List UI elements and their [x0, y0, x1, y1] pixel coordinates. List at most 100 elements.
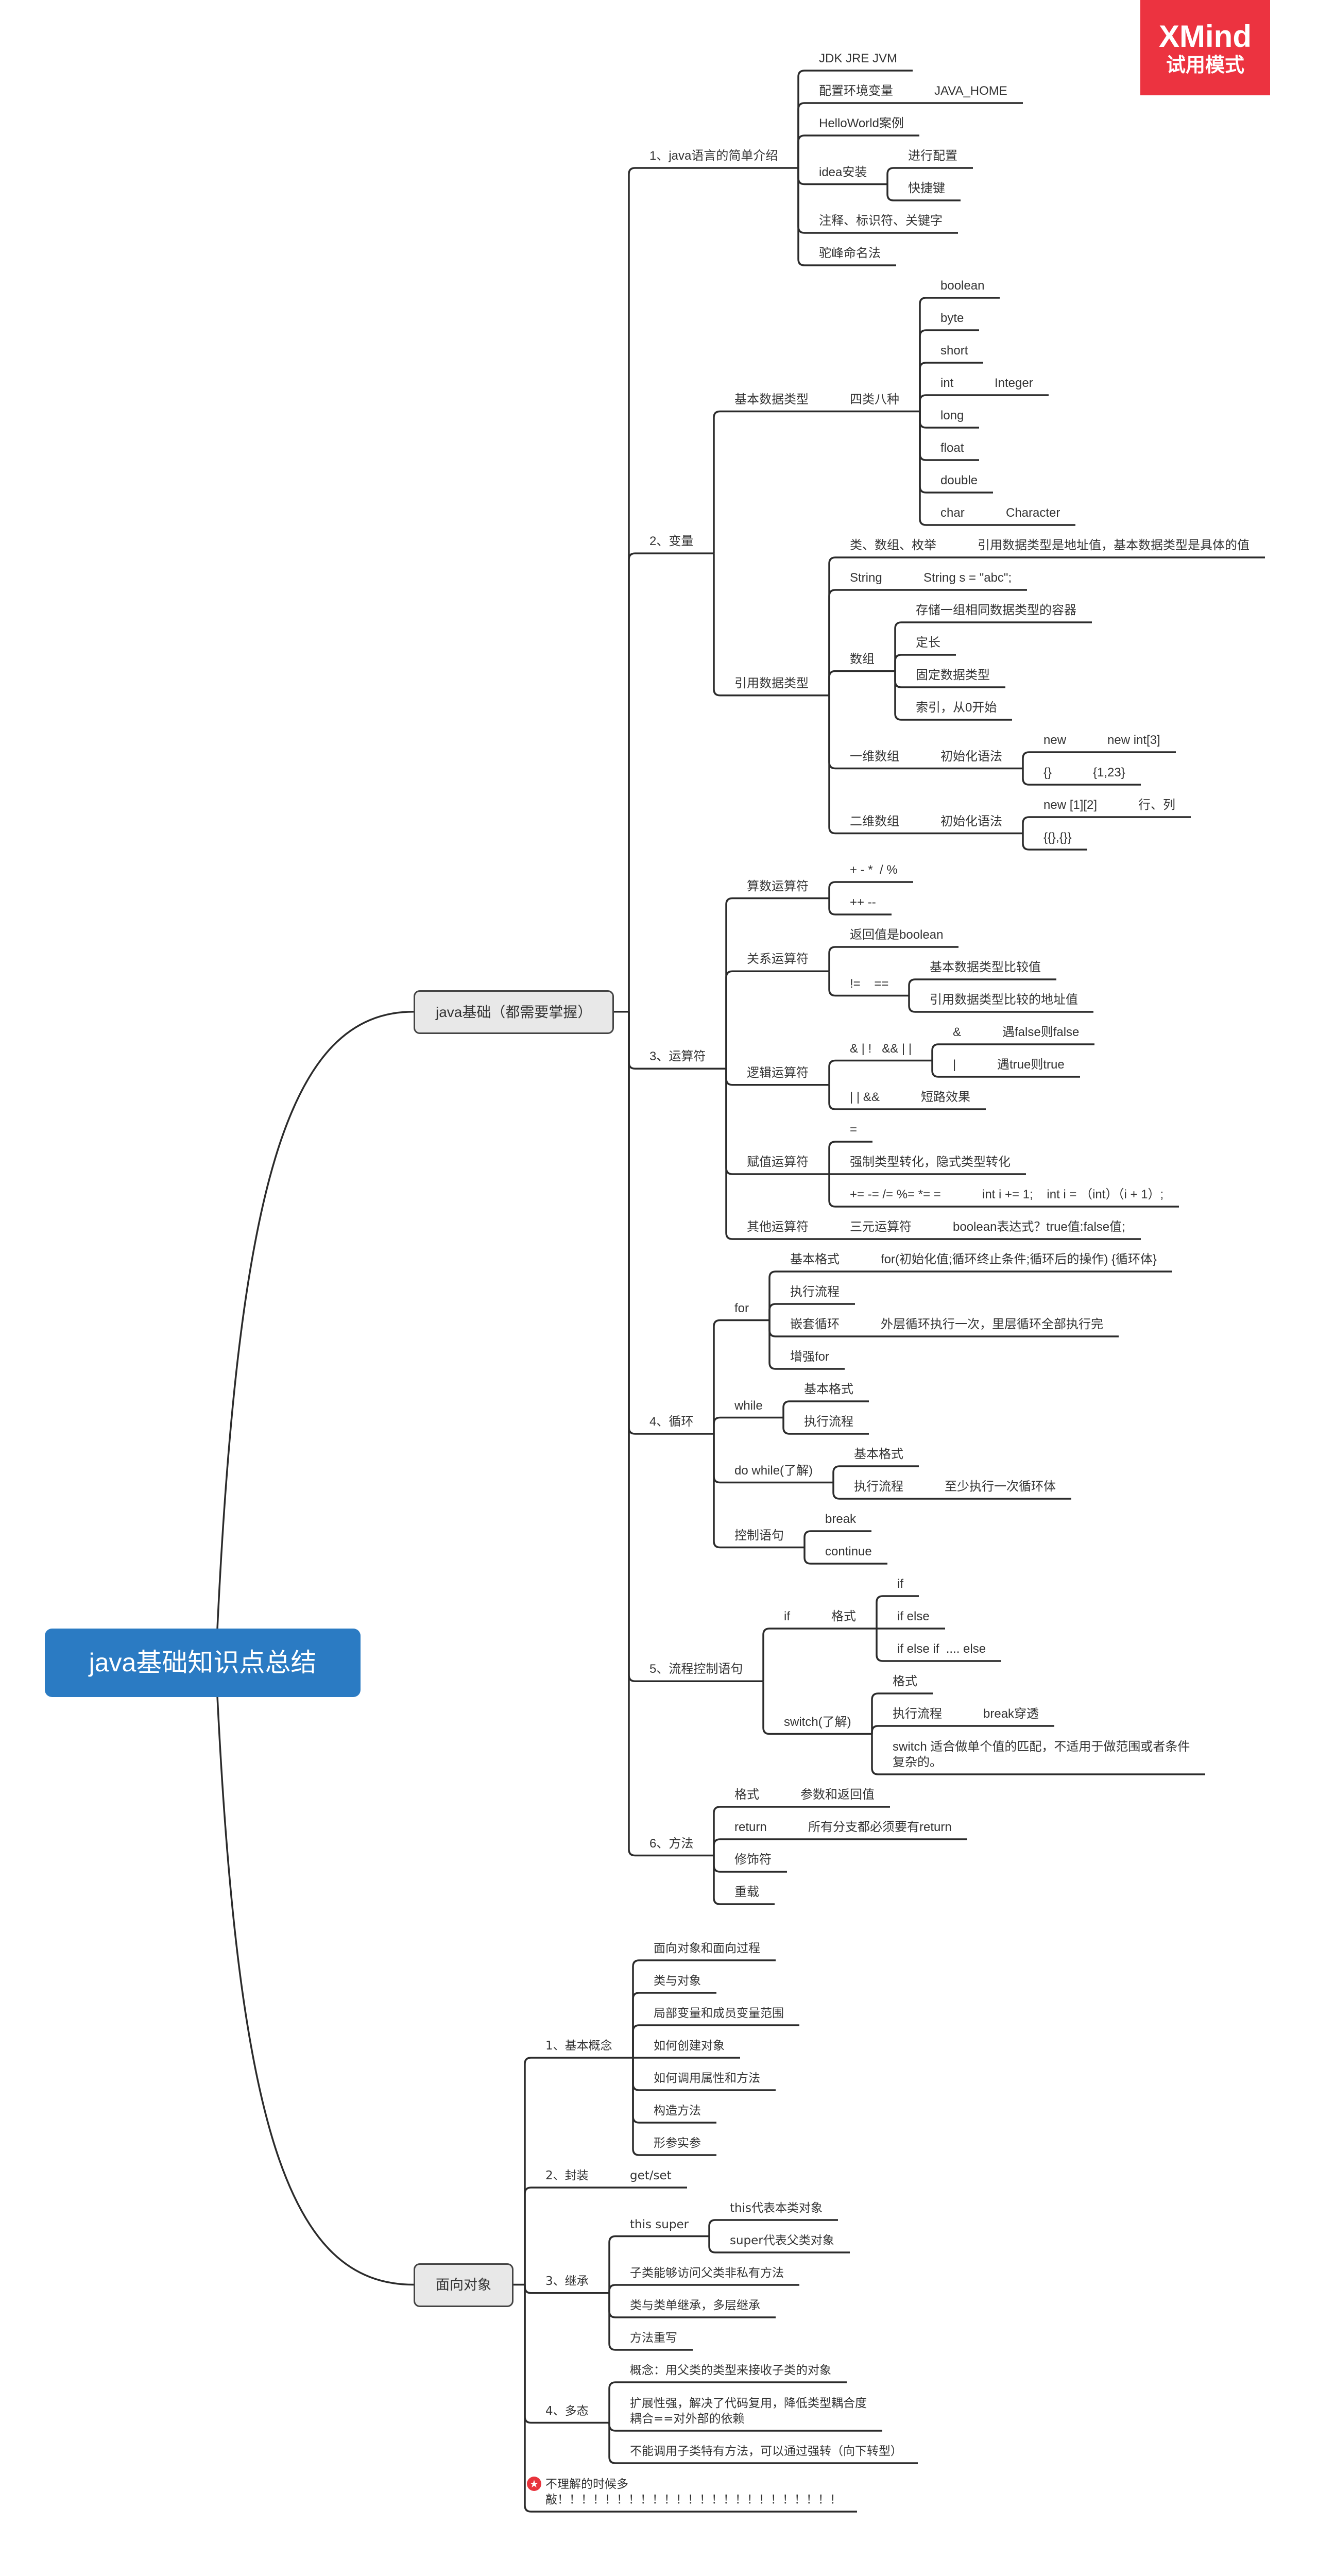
mindmap-topic[interactable]: JAVA_HOME — [934, 83, 1007, 99]
mindmap-topic[interactable]: 引用数据类型 — [734, 676, 809, 691]
mindmap-topic[interactable]: 引用数据类型比较的地址值 — [930, 992, 1078, 1008]
mindmap-topic[interactable]: 所有分支都必须要有return — [808, 1820, 952, 1835]
mindmap-topic[interactable]: continue — [825, 1544, 872, 1560]
mindmap-topic[interactable]: 扩展性强，解决了代码复用，降低类型耦合度 耦合==对外部的依赖 — [630, 2396, 867, 2427]
mindmap-topic[interactable]: if else if .... else — [897, 1641, 986, 1657]
mindmap-topic[interactable]: 初始化语法 — [940, 749, 1002, 765]
mindmap-topic[interactable]: 行、列 — [1138, 798, 1175, 813]
mindmap-topic[interactable]: String — [850, 570, 882, 586]
mindmap-topic[interactable]: 增强for — [790, 1349, 829, 1365]
mindmap-topic[interactable]: 逻辑运算符 — [747, 1065, 809, 1081]
mindmap-topic[interactable]: 1、基本概念 — [545, 2038, 612, 2054]
mindmap-topic[interactable]: 固定数据类型 — [916, 668, 990, 683]
mindmap-topic[interactable]: while — [734, 1398, 763, 1414]
mindmap-topic[interactable]: double — [940, 473, 978, 488]
mindmap-topic[interactable]: if — [784, 1609, 790, 1624]
mindmap-topic[interactable]: 赋值运算符 — [747, 1155, 809, 1170]
mindmap-topic[interactable]: 格式 — [831, 1609, 856, 1624]
mindmap-topic[interactable]: 执行流程 — [790, 1284, 840, 1300]
mindmap-topic[interactable]: long — [940, 408, 964, 423]
mindmap-topic[interactable]: short — [940, 343, 968, 359]
mindmap-topic[interactable]: new — [1043, 733, 1066, 748]
mindmap-topic[interactable]: 短路效果 — [921, 1090, 970, 1105]
central-topic[interactable]: java基础知识点总结 — [45, 1629, 361, 1697]
mindmap-topic[interactable]: 其他运算符 — [747, 1219, 809, 1235]
mindmap-topic[interactable]: | — [953, 1057, 956, 1073]
mindmap-topic[interactable]: 驼峰命名法 — [819, 246, 881, 261]
mindmap-topic[interactable]: 如何调用属性和方法 — [654, 2071, 760, 2086]
mindmap-topic[interactable]: this super — [630, 2217, 689, 2232]
main-topic[interactable]: java基础（都需要掌握） — [414, 990, 614, 1034]
mindmap-topic[interactable]: 如何创建对象 — [654, 2038, 725, 2054]
mindmap-topic[interactable]: 返回值是boolean — [850, 927, 943, 943]
mindmap-topic[interactable]: for — [734, 1301, 749, 1316]
mindmap-topic[interactable]: new int[3] — [1107, 733, 1160, 748]
mindmap-topic[interactable]: 遇true则true — [997, 1057, 1065, 1073]
mindmap-topic[interactable]: 重载 — [734, 1885, 759, 1900]
mindmap-topic[interactable]: 2、封装 — [545, 2168, 589, 2183]
mindmap-topic[interactable]: 概念：用父类的类型来接收子类的对象 — [630, 2363, 831, 2378]
mindmap-topic[interactable]: Integer — [995, 376, 1033, 391]
mindmap-topic[interactable]: break穿透 — [983, 1706, 1039, 1722]
mindmap-topic[interactable]: do while(了解) — [734, 1463, 813, 1479]
mindmap-topic[interactable]: 数组 — [850, 652, 875, 667]
mindmap-topic[interactable]: 基本格式 — [804, 1382, 853, 1397]
mindmap-topic[interactable]: 4、循环 — [649, 1414, 693, 1430]
mindmap-topic[interactable]: 引用数据类型是地址值，基本数据类型是具体的值 — [978, 538, 1249, 553]
mindmap-topic[interactable]: if else — [897, 1609, 930, 1624]
mindmap-topic[interactable]: for(初始化值;循环终止条件;循环后的操作) {循环体} — [881, 1252, 1157, 1267]
mindmap-topic[interactable]: 遇false则false — [1002, 1025, 1079, 1040]
mindmap-topic[interactable]: != == — [850, 976, 888, 992]
mindmap-topic[interactable]: 一维数组 — [850, 749, 899, 765]
mindmap-topic[interactable]: {1,23} — [1093, 765, 1125, 781]
mindmap-topic[interactable]: 初始化语法 — [940, 814, 1002, 829]
mindmap-topic[interactable]: int i += 1; int i = （int）（i + 1）; — [982, 1187, 1163, 1202]
mindmap-topic[interactable]: String s = "abc"; — [923, 570, 1012, 586]
mindmap-topic[interactable]: 基本格式 — [854, 1447, 903, 1462]
mindmap-topic[interactable]: = — [850, 1122, 857, 1138]
mindmap-topic[interactable]: 子类能够访问父类非私有方法 — [630, 2265, 784, 2281]
mindmap-topic[interactable]: boolean — [940, 278, 984, 294]
mindmap-topic[interactable]: return — [734, 1820, 767, 1835]
mindmap-topic[interactable]: 进行配置 — [908, 148, 957, 164]
mindmap-topic[interactable]: Character — [1006, 505, 1060, 521]
mindmap-topic[interactable]: 基本数据类型 — [734, 392, 809, 408]
mindmap-topic[interactable]: 构造方法 — [654, 2103, 701, 2119]
mindmap-topic[interactable]: new [1][2] — [1043, 798, 1097, 813]
mindmap-topic[interactable]: 3、运算符 — [649, 1049, 706, 1064]
mindmap-topic[interactable]: boolean表达式？true值:false值; — [953, 1219, 1125, 1235]
mindmap-topic[interactable]: 格式 — [734, 1787, 759, 1803]
mindmap-topic[interactable]: 5、流程控制语句 — [649, 1662, 743, 1677]
mindmap-topic[interactable]: 嵌套循环 — [790, 1317, 840, 1332]
mindmap-topic[interactable]: & — [953, 1025, 961, 1040]
mindmap-topic[interactable]: 定长 — [916, 635, 940, 651]
mindmap-topic[interactable]: 类与对象 — [654, 1973, 701, 1989]
mindmap-topic[interactable]: 局部变量和成员变量范围 — [654, 2006, 784, 2021]
mindmap-topic[interactable]: 二维数组 — [850, 814, 899, 829]
mindmap-topic[interactable]: get/set — [630, 2168, 672, 2183]
mindmap-topic[interactable]: + - * / % — [850, 862, 898, 878]
mindmap-topic[interactable]: 外层循环执行一次，里层循环全部执行完 — [881, 1317, 1103, 1332]
mindmap-topic[interactable]: JDK JRE JVM — [819, 51, 897, 66]
mindmap-topic[interactable]: & | ! && | | — [850, 1041, 912, 1057]
mindmap-topic[interactable]: switch 适合做单个值的匹配，不适用于做范围或者条件 复杂的。 — [893, 1739, 1190, 1770]
mindmap-topic[interactable]: += -= /= %= *= = — [850, 1187, 941, 1202]
mindmap-topic[interactable]: {} — [1043, 765, 1052, 781]
mindmap-topic[interactable]: 不能调用子类特有方法，可以通过强转（向下转型） — [630, 2444, 902, 2459]
mindmap-topic[interactable]: 索引，从0开始 — [916, 700, 997, 716]
mindmap-topic[interactable]: 修饰符 — [734, 1852, 772, 1868]
mindmap-topic[interactable]: 三元运算符 — [850, 1219, 912, 1235]
mindmap-topic[interactable]: 执行流程 — [804, 1414, 853, 1430]
mindmap-topic[interactable]: 注释、标识符、关键字 — [819, 213, 943, 229]
mindmap-topic[interactable]: HelloWorld案例 — [819, 116, 904, 131]
mindmap-topic[interactable]: super代表父类对象 — [730, 2233, 834, 2248]
mindmap-topic[interactable]: 形参实参 — [654, 2136, 701, 2151]
mindmap-topic[interactable]: ★ 不理解的时候多 敲！！！！！！！！！！！！！！！！！！！！！！！！ — [527, 2477, 842, 2507]
mindmap-topic[interactable]: 算数运算符 — [747, 879, 809, 894]
mindmap-topic[interactable]: 执行流程 — [893, 1706, 942, 1722]
mindmap-topic[interactable]: 4、多态 — [545, 2403, 589, 2419]
mindmap-topic[interactable]: 2、变量 — [649, 534, 693, 549]
mindmap-topic[interactable]: 关系运算符 — [747, 952, 809, 967]
mindmap-topic[interactable]: | | && — [850, 1090, 880, 1105]
main-topic[interactable]: 面向对象 — [414, 2263, 513, 2307]
